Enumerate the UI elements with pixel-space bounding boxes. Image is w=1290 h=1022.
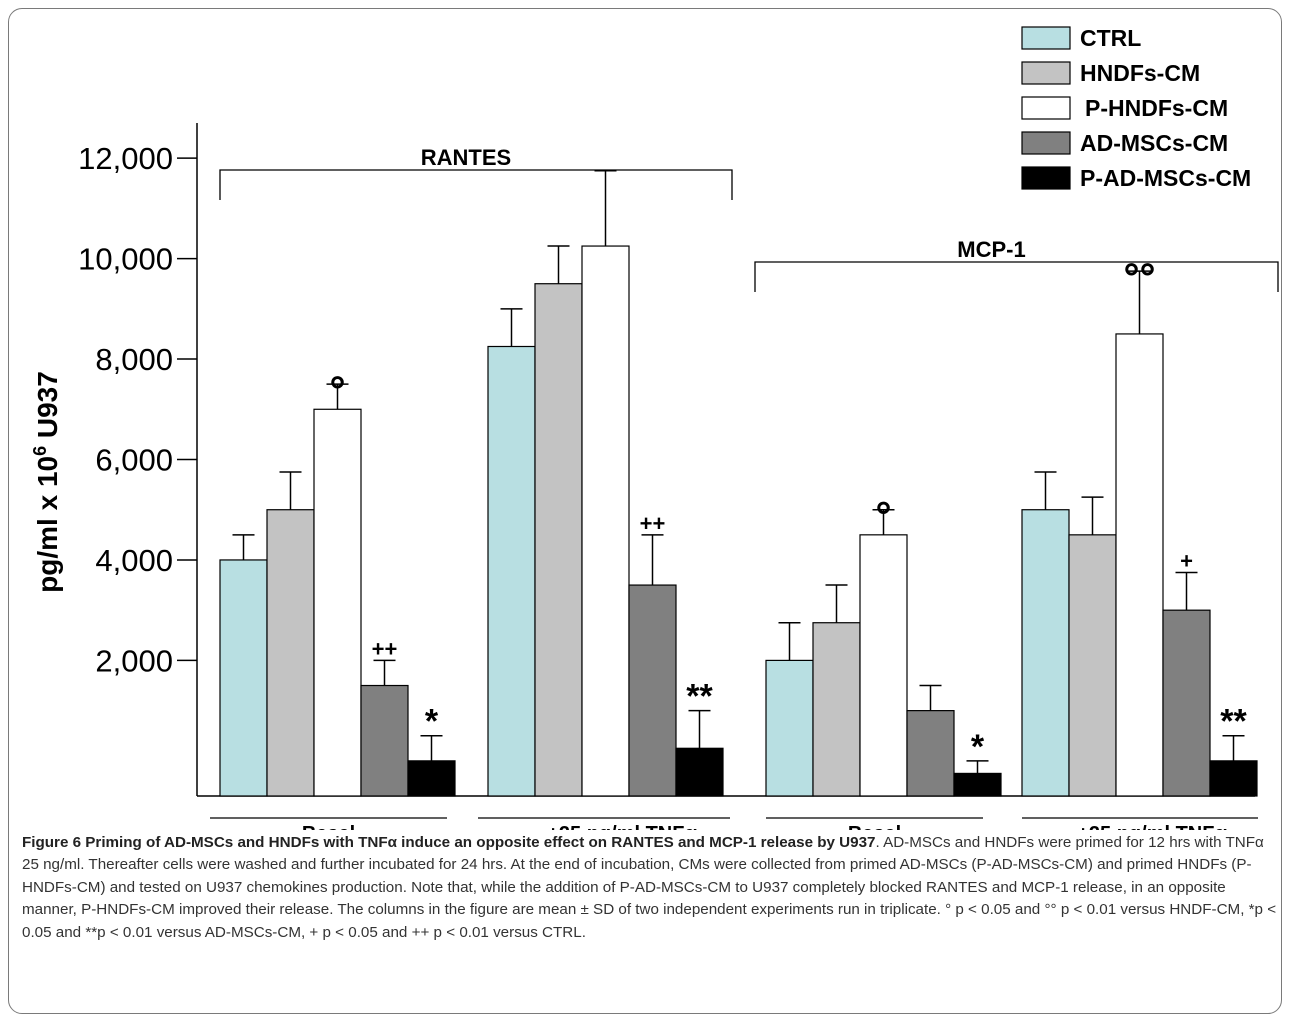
bar-chart: 2,000 4,000 6,000 8,000 10,000 12,000 ° ++ * ++ *… [30,25,1279,830]
bar [313,408,362,797]
bar [859,534,908,797]
group-label: Basal [302,823,355,830]
bracket-label: MCP-1 [957,237,1025,262]
bar [906,710,955,797]
legend-swatch [1021,61,1071,85]
bracket [754,261,1279,292]
bars: ° ++ * ++ ** ° * °° + ** [219,169,1258,797]
legend-label: P-AD-MSCs-CM [1080,165,1251,191]
y-tick-label: 8,000 [95,342,173,377]
bar [628,584,677,797]
significance-mark: ** [686,678,713,716]
group-labels: Basal +25 ng/ml TNFα Basal +25 ng/ml TNFα [210,817,1258,830]
group-label: +25 ng/ml TNFα [1077,823,1227,830]
significance-mark: * [971,728,985,766]
legend-swatch [1021,26,1071,50]
bar [765,659,814,797]
legend-label: CTRL [1080,25,1141,51]
bar [953,772,1002,797]
y-tick-label: 12,000 [78,141,173,176]
brackets: RANTES MCP-1 [219,145,1279,292]
bar [1068,534,1117,797]
significance-mark: ° [330,369,346,413]
bar [407,760,456,797]
legend-swatch [1021,96,1071,120]
significance-mark: + [1180,549,1193,574]
legend-swatch [1021,131,1071,155]
bar [360,684,409,797]
significance-mark: * [425,703,439,741]
bar [266,509,315,797]
legend-label: HNDFs-CM [1080,60,1200,86]
bar [1115,333,1164,797]
legend-label: P-HNDFs-CM [1085,95,1228,121]
group-label: Basal [848,823,901,830]
bracket-label: RANTES [421,145,511,170]
legend-swatch [1021,166,1071,190]
bar [812,622,861,797]
bar [581,245,630,797]
y-axis-label: pg/ml x 106 U937 [30,371,63,593]
bar [219,559,268,797]
legend: CTRL HNDFs-CM P-HNDFs-CM AD-MSCs-CM P-AD-MSC… [1021,25,1251,191]
y-tick-label: 10,000 [78,242,173,277]
bar [534,283,583,797]
bar [1209,760,1258,797]
y-tick-label: 4,000 [95,543,173,578]
bar [1021,509,1070,797]
bar [487,345,536,797]
figure-caption: Figure 6 Priming of AD-MSCs and HNDFs wi… [22,832,1278,944]
bracket [219,169,733,200]
caption-title: Figure 6 Priming of AD-MSCs and HNDFs wi… [22,834,876,851]
bar [1162,609,1211,797]
significance-mark: °° [1124,256,1156,300]
significance-mark: ° [876,495,892,539]
y-tick-label: 6,000 [95,443,173,478]
legend-label: AD-MSCs-CM [1080,130,1228,156]
caption-body: . AD-MSCs and HNDFs were primed for 12 h… [22,834,1277,941]
y-axis: 2,000 4,000 6,000 8,000 10,000 12,000 [78,123,1255,797]
group-label: +25 ng/ml TNFα [547,823,697,830]
bar [675,747,724,797]
significance-mark: ++ [372,636,398,661]
significance-mark: ** [1220,703,1247,741]
y-tick-label: 2,000 [95,643,173,678]
significance-mark: ++ [640,511,666,536]
